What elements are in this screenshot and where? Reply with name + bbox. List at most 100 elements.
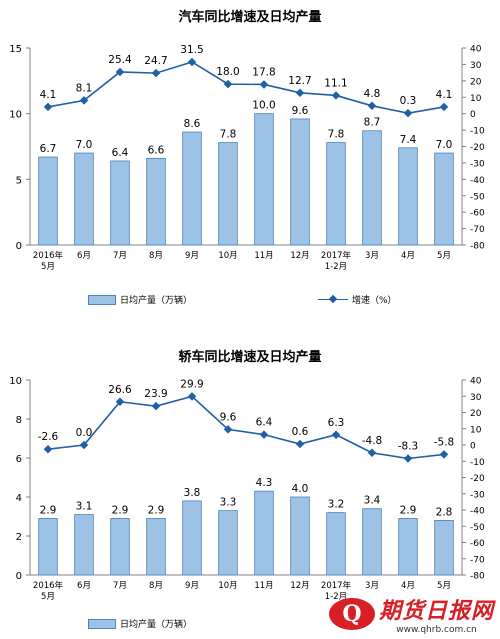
x-tick-label: 11月 (254, 251, 273, 261)
right-tick-label: -40 (470, 507, 485, 517)
bar (110, 518, 130, 576)
watermark-logo: Q (328, 598, 375, 630)
growth-data-label: -4.8 (362, 435, 383, 447)
x-tick-label: 11月 (254, 581, 273, 591)
bar (398, 518, 418, 576)
growth-data-label: 25.4 (108, 54, 132, 66)
bar-legend-swatch (88, 618, 116, 629)
right-tick-label: -50 (470, 192, 485, 202)
x-tick-label: 7月 (113, 581, 127, 591)
growth-data-label: -5.8 (434, 436, 455, 448)
right-tick-label: -70 (470, 555, 485, 565)
bar (398, 147, 418, 246)
x-tick-label: 10月 (218, 251, 237, 261)
bar-data-label: 2.8 (436, 506, 453, 518)
right-tick-label: 20 (470, 409, 482, 419)
bar-data-label: 2.9 (400, 504, 417, 516)
bar-legend-swatch (88, 294, 116, 305)
x-tick-label: 12月 (290, 251, 309, 261)
car-chart: 汽车同比增速及日均产量 0 5 10 15 40 30 20 10 0 -10 -20 -30 -40 -… (0, 0, 500, 320)
growth-data-label: 0.0 (76, 427, 93, 439)
left-tick-label: 10 (9, 110, 22, 121)
right-tick-label: -20 (470, 474, 485, 484)
growth-point (295, 439, 305, 449)
right-tick-label: 0 (470, 110, 476, 120)
growth-line (47, 395, 445, 460)
car-legend-bar-label: 日均产量（万辆） (120, 296, 193, 306)
left-tick-label: 10 (9, 376, 22, 387)
growth-data-label: 9.6 (220, 411, 237, 423)
x-tick-label: 2016年 5月 (33, 580, 64, 602)
right-tick-label: -60 (470, 209, 485, 219)
x-tick-label: 4月 (401, 251, 415, 261)
bar-data-label: 2.9 (112, 504, 129, 516)
bar (182, 131, 202, 246)
bar (290, 496, 310, 576)
growth-data-label: 29.9 (180, 378, 203, 390)
bar-data-label: 8.7 (364, 117, 381, 129)
x-tick-label: 2017年 1-2月 (321, 580, 352, 602)
bar-data-label: 6.4 (112, 147, 129, 159)
bar-data-label: 7.0 (76, 139, 93, 151)
bar (218, 510, 238, 576)
growth-point (259, 430, 269, 439)
bar-data-label: 4.0 (292, 483, 309, 495)
growth-line (47, 61, 445, 114)
bar-data-label: 6.6 (148, 144, 165, 156)
growth-point (403, 108, 413, 118)
x-tick-label: 6月 (77, 251, 91, 261)
left-tick-label: 2 (16, 532, 22, 543)
sedan-chart-title: 轿车同比增速及日均产量 (178, 350, 322, 365)
sedan-chart: 轿车同比增速及日均产量 0 2 4 6 8 10 40 30 20 10 0 -10 -20 -30 -40… (0, 330, 500, 639)
bar (326, 512, 346, 576)
growth-point (223, 79, 233, 89)
growth-point (43, 102, 53, 112)
growth-point (439, 102, 449, 112)
car-legend-line-label: 增速（%） (352, 296, 397, 306)
bar-data-label: 10.0 (252, 100, 275, 112)
growth-data-label: 0.6 (292, 426, 309, 438)
bar-data-label: 3.1 (76, 501, 93, 513)
bar-data-label: 4.3 (256, 477, 273, 489)
growth-data-label: 4.1 (40, 89, 57, 101)
bar (254, 490, 274, 576)
left-tick-label: 5 (16, 175, 22, 186)
growth-point (367, 101, 377, 111)
right-tick-label: 40 (470, 45, 482, 55)
bar (218, 142, 238, 246)
bar-data-label: 3.8 (184, 487, 201, 499)
growth-data-label: -8.3 (398, 440, 419, 452)
car-legend-bar: 日均产量（万辆） (88, 293, 192, 306)
right-tick-label: -50 (470, 523, 485, 533)
car-chart-svg: 0 5 10 15 40 30 20 10 0 -10 -20 -30 -40 -50 -60 -70 -80 2… (9, 44, 485, 272)
bar-data-label: 7.4 (400, 134, 417, 146)
growth-data-label: 23.9 (144, 388, 167, 400)
bar (74, 152, 94, 246)
bar (290, 118, 310, 246)
growth-point (43, 444, 53, 454)
growth-point (331, 430, 341, 440)
growth-data-label: 4.1 (436, 89, 453, 101)
growth-point (79, 96, 89, 105)
right-tick-label: -10 (470, 458, 485, 468)
bar (434, 519, 454, 576)
bar-data-label: 3.4 (364, 495, 381, 507)
growth-point (367, 448, 377, 458)
x-tick-label: 9月 (185, 581, 199, 591)
right-tick-label: -10 (470, 127, 485, 137)
bar (110, 160, 130, 246)
bar (326, 142, 346, 246)
sedan-legend-bar: 日均产量（万辆） (88, 617, 192, 630)
x-tick-label: 3月 (365, 581, 379, 591)
x-tick-label: 2017年 1-2月 (321, 250, 352, 272)
growth-point (151, 68, 161, 78)
sedan-chart-svg: 0 2 4 6 8 10 40 30 20 10 0 -10 -20 -30 -40 -50 -60 -70 -80… (9, 376, 485, 602)
growth-data-label: -2.6 (38, 431, 59, 443)
right-tick-label: 30 (470, 61, 482, 71)
bar (146, 157, 166, 246)
right-tick-label: -80 (470, 572, 485, 582)
growth-data-label: 26.6 (108, 384, 132, 396)
growth-data-label: 0.3 (400, 95, 417, 107)
bar (362, 130, 382, 246)
x-tick-label: 5月 (437, 581, 451, 591)
